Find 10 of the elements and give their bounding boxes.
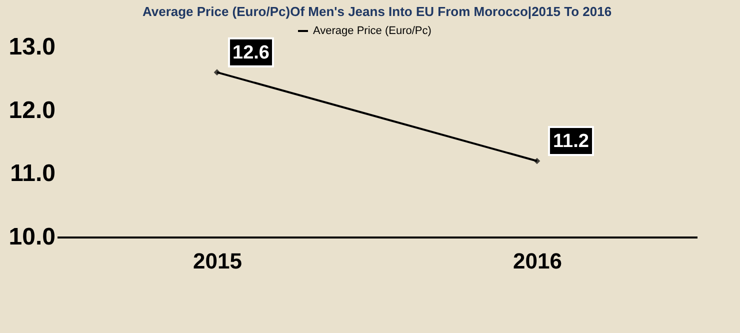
legend-label: Average Price (Euro/Pc) <box>313 25 432 37</box>
x-tick-label: 2016 <box>513 248 562 274</box>
x-tick-label: 2015 <box>193 248 242 274</box>
data-label: 11.2 <box>553 131 589 152</box>
y-tick-label: 13.0 <box>8 34 56 60</box>
y-tick-label: 10.0 <box>8 224 56 250</box>
y-tick-label: 11.0 <box>10 160 56 188</box>
chart-title: Average Price (Euro/Pc)Of Men's Jeans Into EU From Morocco|2015 To 2016 <box>142 4 612 19</box>
data-label: 12.6 <box>232 42 270 64</box>
y-tick-label: 12.0 <box>8 96 56 124</box>
